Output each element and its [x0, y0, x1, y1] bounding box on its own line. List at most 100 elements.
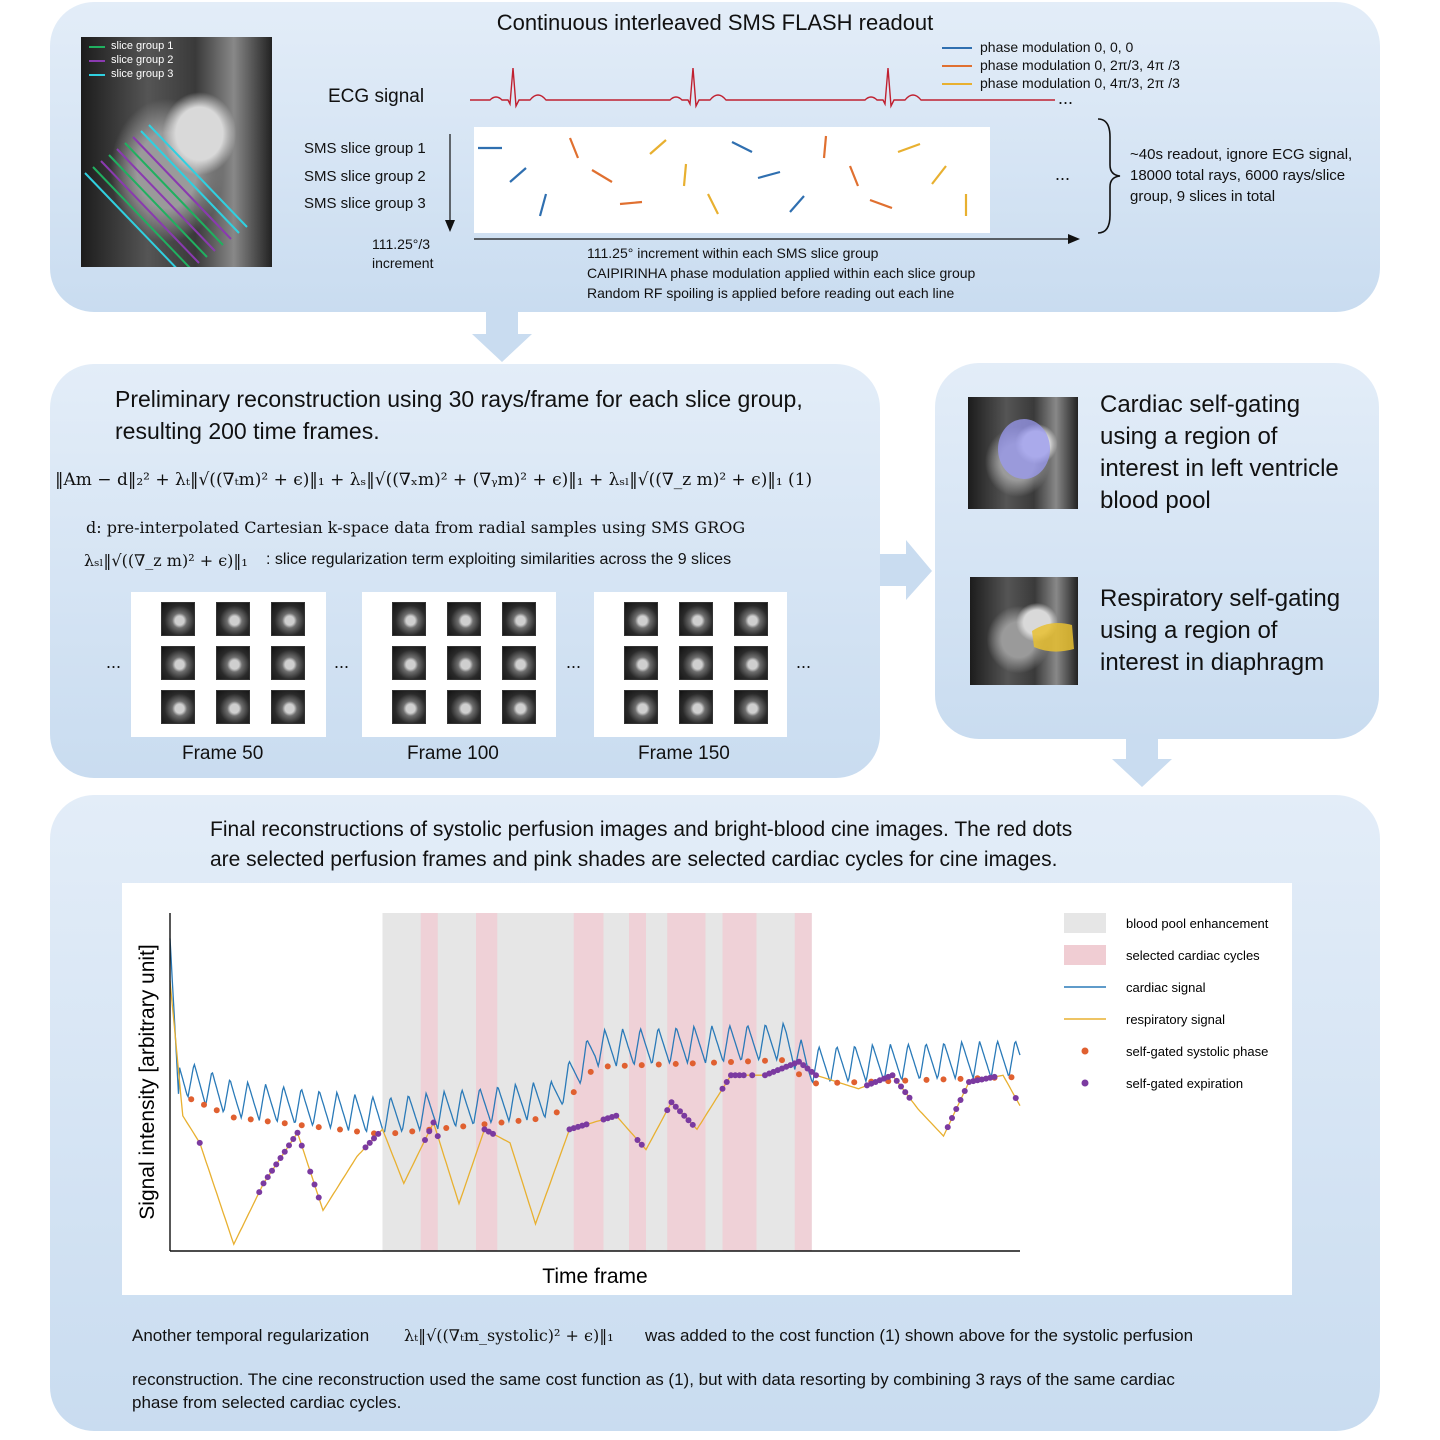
expiration-dot — [196, 1139, 203, 1146]
frame-thumb — [392, 602, 426, 636]
horizontal-note-2: CAIPIRINHA phase modulation applied with… — [587, 265, 976, 281]
expiration-dot — [430, 1119, 437, 1126]
legend-swatch — [1064, 945, 1106, 965]
expiration-dot — [294, 1129, 301, 1136]
expiration-dot — [813, 1072, 819, 1079]
systolic-phase-dot — [711, 1059, 717, 1066]
horizontal-note-1: 111.25° increment within each SMS slice … — [587, 245, 879, 261]
expiration-dot — [315, 1194, 322, 1201]
frames-ellipsis-4: ... — [796, 652, 812, 672]
systolic-phase-dot — [745, 1058, 751, 1065]
expiration-dot — [736, 1072, 743, 1079]
frame-thumb — [679, 690, 713, 724]
slice-reg-term: λₛₗ‖√((∇_z m)² + ϵ)‖₁ — [84, 551, 248, 570]
expiration-dot — [375, 1130, 382, 1137]
frame-50-label: Frame 50 — [182, 743, 264, 764]
ecg-trace — [470, 67, 1055, 109]
expiration-dot — [672, 1103, 679, 1110]
expiration-dot — [906, 1094, 913, 1101]
localizer-image — [81, 37, 272, 267]
systolic-phase-dot — [392, 1130, 399, 1137]
selected-cardiac-cycle — [573, 913, 604, 1251]
overlay-legend-3: slice group 3 — [111, 68, 174, 80]
frame-150-box — [594, 592, 787, 737]
systolic-phase-dot — [940, 1076, 947, 1083]
phase-legend-0: phase modulation 0, 0, 0 — [980, 39, 1134, 55]
systolic-phase-dot — [201, 1101, 207, 1108]
expiration-dot — [689, 1121, 696, 1128]
cardiac-roi-overlay — [998, 419, 1050, 479]
d-description: d: pre-interpolated Cartesian k-space da… — [86, 518, 746, 537]
final-title-1: Final reconstructions of systolic perfus… — [210, 818, 1073, 841]
flow-arrow-right — [880, 540, 932, 600]
frames-ellipsis-3: ... — [566, 652, 582, 672]
frame-thumb — [679, 646, 713, 680]
frame-thumb — [734, 690, 768, 724]
systolic-phase-dot — [851, 1079, 858, 1086]
systolic-phase-dot — [762, 1057, 768, 1064]
systolic-phase-dot — [247, 1116, 254, 1123]
note-c: reconstruction. The cine reconstruction … — [132, 1370, 1175, 1389]
systolic-phase-dot — [498, 1119, 505, 1126]
expiration-dot — [273, 1161, 280, 1168]
selected-cardiac-cycle — [420, 913, 438, 1251]
frame-thumb — [216, 690, 250, 724]
selected-cardiac-cycle — [794, 913, 812, 1251]
systolic-phase-dot — [923, 1076, 930, 1083]
cardiac-signal-line — [169, 938, 1021, 1134]
expiration-dot — [668, 1099, 675, 1106]
expiration-dot — [256, 1189, 263, 1196]
systolic-phase-dot — [655, 1061, 662, 1068]
frame-thumb — [161, 646, 195, 680]
systolic-phase-dot — [481, 1121, 488, 1128]
ecg-label: ECG signal — [328, 86, 425, 107]
frame-thumb — [271, 690, 305, 724]
legend-label: self-gated systolic phase — [1126, 1044, 1268, 1059]
systolic-phase-dot — [779, 1057, 785, 1064]
expiration-dot — [286, 1142, 292, 1149]
expiration-dot — [961, 1088, 968, 1095]
frames-ellipsis-2: ... — [334, 652, 350, 672]
ray-sequence-box — [474, 127, 990, 233]
slice-reg-desc: : slice regularization term exploiting s… — [266, 551, 732, 568]
expiration-dot — [613, 1112, 620, 1119]
frame-thumb — [624, 690, 658, 724]
expiration-dot — [749, 1072, 756, 1079]
selected-cardiac-cycle — [667, 913, 706, 1251]
expiration-dot — [281, 1148, 288, 1155]
expiration-dot — [260, 1180, 267, 1187]
frame-thumb — [734, 646, 768, 680]
frame-thumb — [161, 690, 195, 724]
frame-thumb — [734, 602, 768, 636]
frame-50-box — [131, 592, 326, 737]
sms-group-2: SMS slice group 2 — [304, 168, 426, 185]
expiration-dot — [362, 1144, 369, 1151]
systolic-phase-dot — [621, 1062, 628, 1069]
frame-thumb — [216, 646, 250, 680]
resp-roi-overlay — [1032, 623, 1074, 652]
systolic-phase-dot — [264, 1118, 271, 1125]
frame-thumb — [679, 602, 713, 636]
phase-legend-line-2 — [942, 83, 972, 85]
flow-arrow-down-2 — [1112, 739, 1172, 787]
readout-note-2: 18000 total rays, 6000 rays/slice — [1130, 167, 1346, 184]
systolic-phase-dot — [587, 1068, 594, 1075]
phase-legend-line-1 — [942, 65, 972, 67]
expiration-dot — [290, 1136, 297, 1143]
horizontal-note-3: Random RF spoiling is applied before rea… — [587, 285, 955, 301]
systolic-phase-dot — [460, 1123, 467, 1130]
systolic-phase-dot — [354, 1128, 360, 1135]
note-d: phase from selected cardiac cycles. — [132, 1393, 402, 1412]
systolic-phase-dot — [213, 1107, 220, 1114]
expiration-dot — [723, 1079, 730, 1085]
frame-thumb — [271, 646, 305, 680]
expiration-dot — [307, 1168, 314, 1175]
frame-thumb — [271, 602, 305, 636]
y-axis-label: Signal intensity [arbitrary unit] — [136, 944, 159, 1219]
rays-ellipsis: ... — [1055, 164, 1071, 184]
phase-legend-1: phase modulation 0, 2π/3, 4π /3 — [980, 57, 1180, 73]
frame-100-label: Frame 100 — [407, 743, 499, 764]
legend-label: respiratory signal — [1126, 1012, 1225, 1027]
legend-swatch — [1081, 1047, 1089, 1055]
expiration-dot — [740, 1072, 747, 1079]
